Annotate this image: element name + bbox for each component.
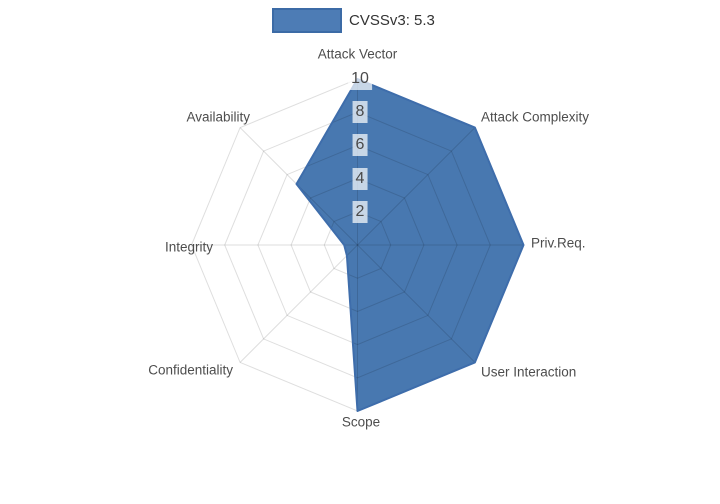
radar-grid-web: [190, 78, 525, 412]
legend-swatch: [272, 8, 342, 33]
axis-label-integrity: Integrity: [164, 239, 213, 255]
legend-label: CVSSv3: 5.3: [349, 12, 435, 29]
radar-series-outline: [295, 78, 525, 412]
radial-tick-2: 2: [352, 200, 368, 223]
axis-label-priv-req: Priv.Req.: [531, 235, 586, 251]
radial-tick-6: 6: [352, 134, 368, 157]
legend-item[interactable]: CVSSv3: 5.3: [272, 8, 435, 33]
axis-label-availability: Availability: [186, 109, 250, 125]
radial-tick-4: 4: [352, 167, 368, 190]
axis-label-user-interaction: User Interaction: [481, 364, 577, 380]
radar-series-fill: [296, 79, 524, 411]
axis-label-attack-vector: Attack Vector: [317, 46, 398, 62]
axis-label-confidentiality: Confidentiality: [148, 362, 233, 378]
axis-label-scope: Scope: [341, 414, 381, 430]
axis-label-attack-complexity: Attack Complexity: [481, 109, 590, 125]
radial-tick-8: 8: [352, 101, 368, 124]
radial-tick-10: 10: [348, 68, 372, 90]
